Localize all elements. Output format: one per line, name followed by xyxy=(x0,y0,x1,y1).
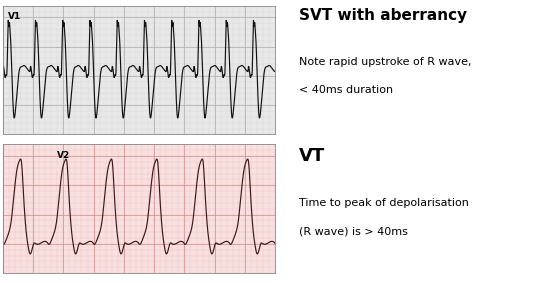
Text: Note rapid upstroke of R wave,: Note rapid upstroke of R wave, xyxy=(299,57,471,67)
Text: VT: VT xyxy=(299,147,325,165)
Text: < 40ms duration: < 40ms duration xyxy=(299,85,393,95)
Text: (R wave) is > 40ms: (R wave) is > 40ms xyxy=(299,226,408,236)
Text: Time to peak of depolarisation: Time to peak of depolarisation xyxy=(299,198,469,208)
Text: V2: V2 xyxy=(57,151,70,160)
Text: V1: V1 xyxy=(8,12,21,21)
Text: SVT with aberrancy: SVT with aberrancy xyxy=(299,8,467,23)
